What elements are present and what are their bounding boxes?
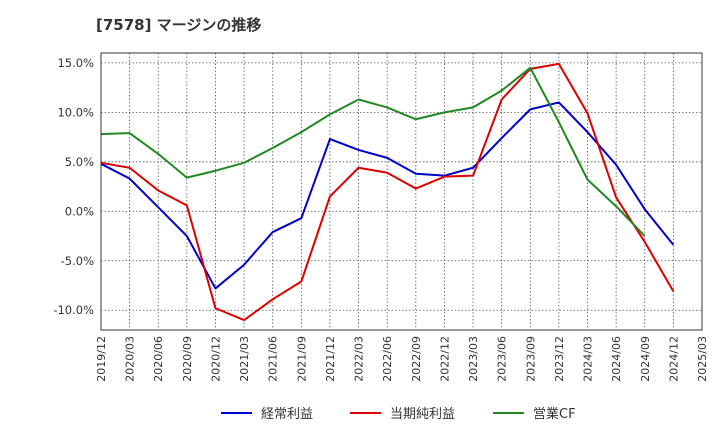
x-tick-label: 2020/03 — [124, 336, 137, 382]
y-tick-label: -5.0% — [61, 254, 94, 268]
legend-label: 経常利益 — [261, 407, 313, 422]
legend-label: 営業CF — [533, 406, 576, 422]
x-axis-ticks: 2019/12 2020/03 2020/06 2020/09 2020/12 2021/… — [95, 336, 709, 382]
y-axis-ticks: 15.0% 10.0% 5.0% 0.0% -5.0% -10.0% — [53, 56, 94, 317]
x-tick-label: 2020/09 — [181, 336, 194, 382]
x-tick-label: 2023/06 — [496, 336, 509, 382]
x-tick-label: 2022/12 — [438, 336, 451, 382]
x-tick-label: 2020/06 — [152, 336, 165, 382]
x-tick-label: 2024/06 — [610, 336, 623, 382]
x-tick-label: 2021/03 — [238, 336, 251, 382]
series-line-1 — [100, 62, 675, 322]
x-tick-label: 2024/03 — [582, 336, 595, 382]
grid-lines — [101, 53, 702, 330]
legend-label: 当期純利益 — [390, 407, 455, 422]
y-tick-label: 15.0% — [57, 56, 94, 70]
series-line-0 — [100, 101, 675, 290]
x-tick-label: 2022/03 — [353, 336, 366, 382]
y-tick-label: -10.0% — [53, 303, 94, 317]
series-line-2 — [100, 66, 646, 237]
x-tick-label: 2019/12 — [95, 336, 108, 382]
y-tick-label: 5.0% — [65, 155, 94, 169]
series-lines — [100, 62, 675, 322]
x-tick-label: 2023/12 — [553, 336, 566, 382]
chart-title: [7578] マージンの推移 — [96, 16, 262, 34]
y-tick-label: 0.0% — [65, 204, 94, 218]
plot-area-frame — [100, 52, 703, 331]
x-tick-label: 2021/12 — [324, 336, 337, 382]
y-tick-label: 10.0% — [57, 105, 94, 119]
x-tick-label: 2023/09 — [524, 336, 537, 382]
x-tick-label: 2023/03 — [467, 336, 480, 382]
x-tick-label: 2021/09 — [295, 336, 308, 382]
x-tick-label: 2024/12 — [667, 336, 680, 382]
legend: 経常利益 当期純利益 営業CF — [221, 406, 576, 422]
x-tick-label: 2020/12 — [209, 336, 222, 382]
x-tick-label: 2024/09 — [639, 336, 652, 382]
x-tick-label: 2022/09 — [410, 336, 423, 382]
x-tick-label: 2022/06 — [381, 336, 394, 382]
x-tick-label: 2025/03 — [696, 336, 709, 382]
x-tick-label: 2021/06 — [267, 336, 280, 382]
